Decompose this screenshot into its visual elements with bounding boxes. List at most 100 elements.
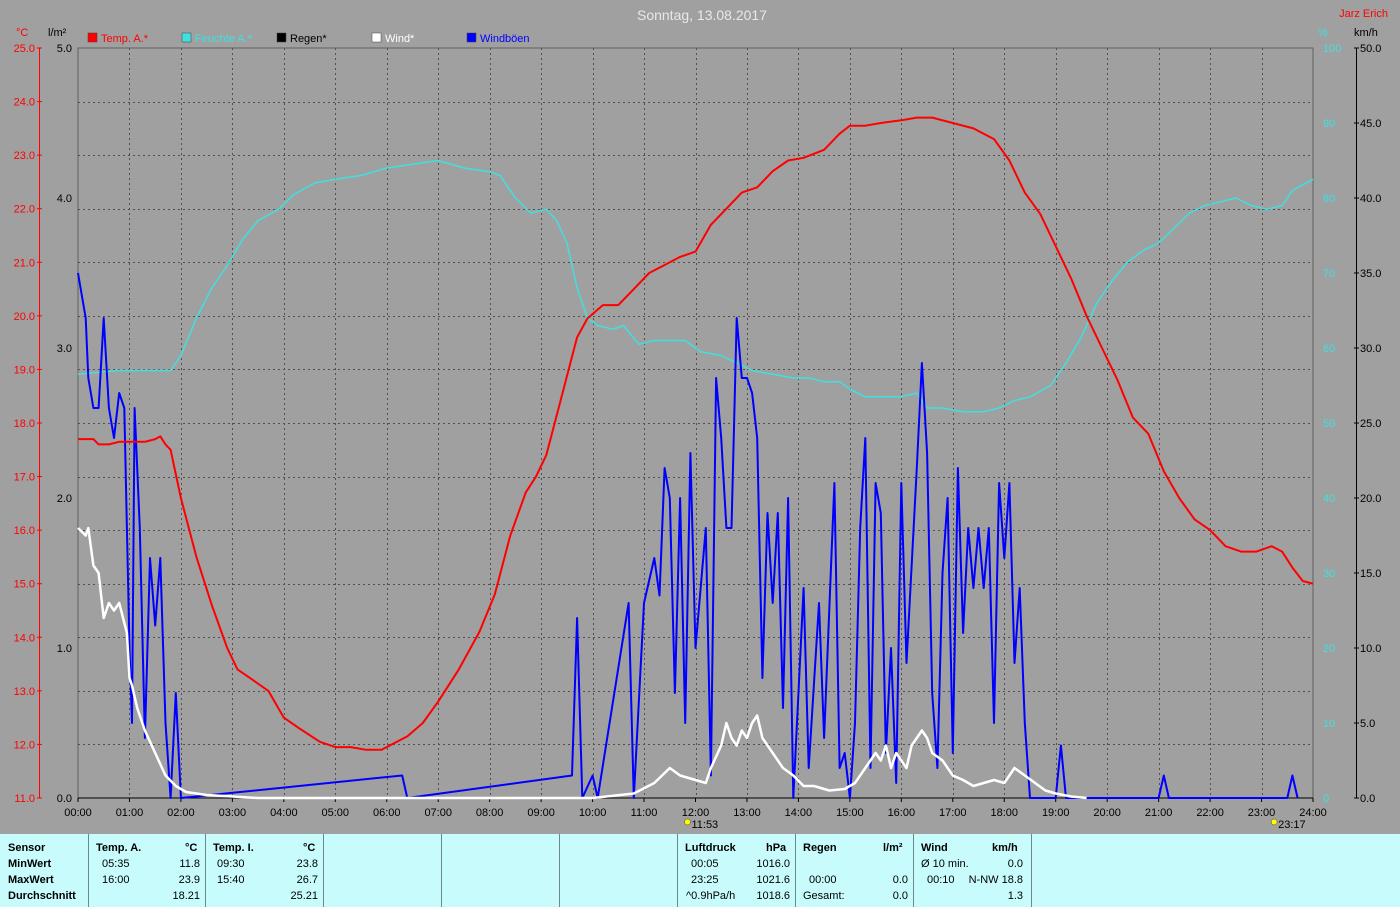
series-line-feuchte-a: [77, 159, 1314, 413]
temp-a-min-time: 05:35: [102, 858, 130, 870]
temp-tick-label: 23.0: [14, 150, 35, 162]
pressure-max-val: 1021.6: [756, 874, 790, 886]
hum-tick-label: 30: [1323, 568, 1335, 580]
legend-swatch: [181, 32, 192, 43]
temp-tick-label: 14.0: [14, 632, 35, 644]
wind-tick-label: 35.0: [1360, 268, 1381, 280]
temp-i-max-time: 15:40: [217, 874, 245, 886]
hum-tick-label: 40: [1323, 493, 1335, 505]
time-tick-label: 03:00: [219, 807, 247, 819]
wind-tick-label: 25.0: [1360, 418, 1381, 430]
temp-a-max-val: 23.9: [178, 874, 200, 886]
pressure-trend: ^0.9hPa/h: [686, 890, 736, 902]
summary-table: Sensor MinWert MaxWert Durchschnitt Temp…: [0, 834, 1400, 907]
legend-swatch: [276, 32, 287, 43]
pressure-title: Luftdruck: [685, 842, 736, 854]
time-tick-label: 11:00: [631, 807, 658, 819]
series-line-temp-a: [78, 116, 1314, 751]
pressure-unit: hPa: [766, 842, 787, 854]
temp-i-unit: °C: [303, 842, 316, 854]
temp-i-avg: 25.21: [290, 890, 318, 902]
time-tick-label: 20:00: [1093, 807, 1121, 819]
wind-tick-label: 40.0: [1360, 193, 1381, 205]
time-tick-label: 04:00: [270, 807, 298, 819]
col-sensor: Sensor MinWert MaxWert Durchschnitt: [0, 834, 88, 907]
rain-title: Regen: [803, 842, 837, 854]
time-tick-label: 24:00: [1299, 807, 1327, 819]
rain-max-time: 00:00: [809, 874, 837, 886]
hum-tick-label: 10: [1323, 718, 1335, 730]
temp-tick-label: 20.0: [14, 311, 35, 323]
rain-tick-label: 2.0: [57, 493, 72, 505]
sun-marker-label: 23:17: [1278, 819, 1306, 831]
rain-tick-label: 4.0: [57, 193, 72, 205]
wind-row1-val: 0.0: [1007, 858, 1023, 870]
wind-row1-label: Ø 10 min.: [921, 858, 969, 870]
rain-total-label: Gesamt:: [803, 890, 845, 902]
temp-tick-label: 18.0: [14, 418, 35, 430]
temp-i-min-time: 09:30: [217, 858, 245, 870]
wind-tick-label: 5.0: [1360, 718, 1375, 730]
hum-tick-label: 20: [1323, 643, 1335, 655]
time-tick-label: 09:00: [527, 807, 555, 819]
time-tick-label: 18:00: [990, 807, 1018, 819]
time-tick-label: 06:00: [373, 807, 401, 819]
legend-swatch: [371, 32, 382, 43]
pressure-min-val: 1016.0: [756, 858, 790, 870]
chart-author: Jarz Erich: [1339, 8, 1388, 20]
rain-tick-label: 1.0: [57, 643, 72, 655]
time-tick-label: 21:00: [1145, 807, 1173, 819]
legend-swatch: [466, 32, 477, 43]
pressure-avg: 1018.6: [756, 890, 790, 902]
col-rain: Regen l/m² 00:00 0.0 Gesamt: 0.0: [795, 834, 914, 907]
wind-avg: 1.3: [1007, 890, 1023, 902]
temp-tick-label: 16.0: [14, 525, 35, 537]
temp-tick-label: 25.0: [14, 43, 35, 55]
wind-unit: km/h: [1354, 27, 1378, 39]
temp-i-min-val: 23.8: [296, 858, 318, 870]
wind-max-time: 00:10: [927, 874, 955, 886]
temp-a-title: Temp. A.: [96, 842, 142, 854]
temp-tick-label: 11.0: [14, 793, 35, 805]
hum-tick-label: 80: [1323, 193, 1335, 205]
col-wind: Wind km/h Ø 10 min. 0.0 00:10 N-NW 18.8 …: [913, 834, 1032, 907]
chart-title: Sonntag, 13.08.2017: [637, 7, 767, 23]
temp-a-max-time: 16:00: [102, 874, 130, 886]
wind-unit: km/h: [992, 842, 1018, 854]
sun-marker-label: 11:53: [691, 819, 718, 831]
col-temp-i: Temp. I. °C 09:30 23.8 15:40 26.7 25.21: [205, 834, 324, 907]
temp-tick-label: 22.0: [14, 204, 35, 216]
time-tick-label: 07:00: [424, 807, 452, 819]
hum-tick-label: 50: [1323, 418, 1335, 430]
series-line-wind: [77, 526, 1087, 800]
temp-tick-label: 19.0: [14, 364, 35, 376]
wind-tick-label: 20.0: [1360, 493, 1381, 505]
wind-tick-label: 50.0: [1360, 43, 1381, 55]
time-tick-label: 00:00: [64, 807, 92, 819]
col-empty-2: [441, 834, 560, 907]
time-tick-label: 16:00: [888, 807, 916, 819]
series-line-windb-en: [77, 272, 1299, 799]
rain-tick-label: 5.0: [57, 43, 72, 55]
temp-tick-label: 24.0: [14, 97, 35, 109]
legend-label: Regen*: [290, 33, 327, 45]
temp-tick-label: 15.0: [14, 579, 35, 591]
temp-i-max-val: 26.7: [296, 874, 318, 886]
legend-label: Windböen: [480, 33, 530, 45]
hum-tick-label: 70: [1323, 268, 1335, 280]
rain-unit: l/m²: [48, 27, 67, 39]
time-tick-label: 17:00: [939, 807, 967, 819]
col-empty-3: [559, 834, 678, 907]
time-tick-label: 15:00: [836, 807, 864, 819]
time-tick-label: 23:00: [1248, 807, 1276, 819]
time-tick-label: 14:00: [785, 807, 813, 819]
time-tick-label: 10:00: [579, 807, 607, 819]
time-tick-label: 02:00: [167, 807, 195, 819]
hum-tick-label: 60: [1323, 343, 1335, 355]
temp-unit: °C: [16, 27, 28, 39]
time-tick-label: 08:00: [476, 807, 504, 819]
row-avg-label: Durchschnitt: [8, 890, 76, 902]
pressure-max-time: 23:25: [691, 874, 719, 886]
row-max-label: MaxWert: [8, 874, 54, 886]
temp-tick-label: 21.0: [14, 257, 35, 269]
